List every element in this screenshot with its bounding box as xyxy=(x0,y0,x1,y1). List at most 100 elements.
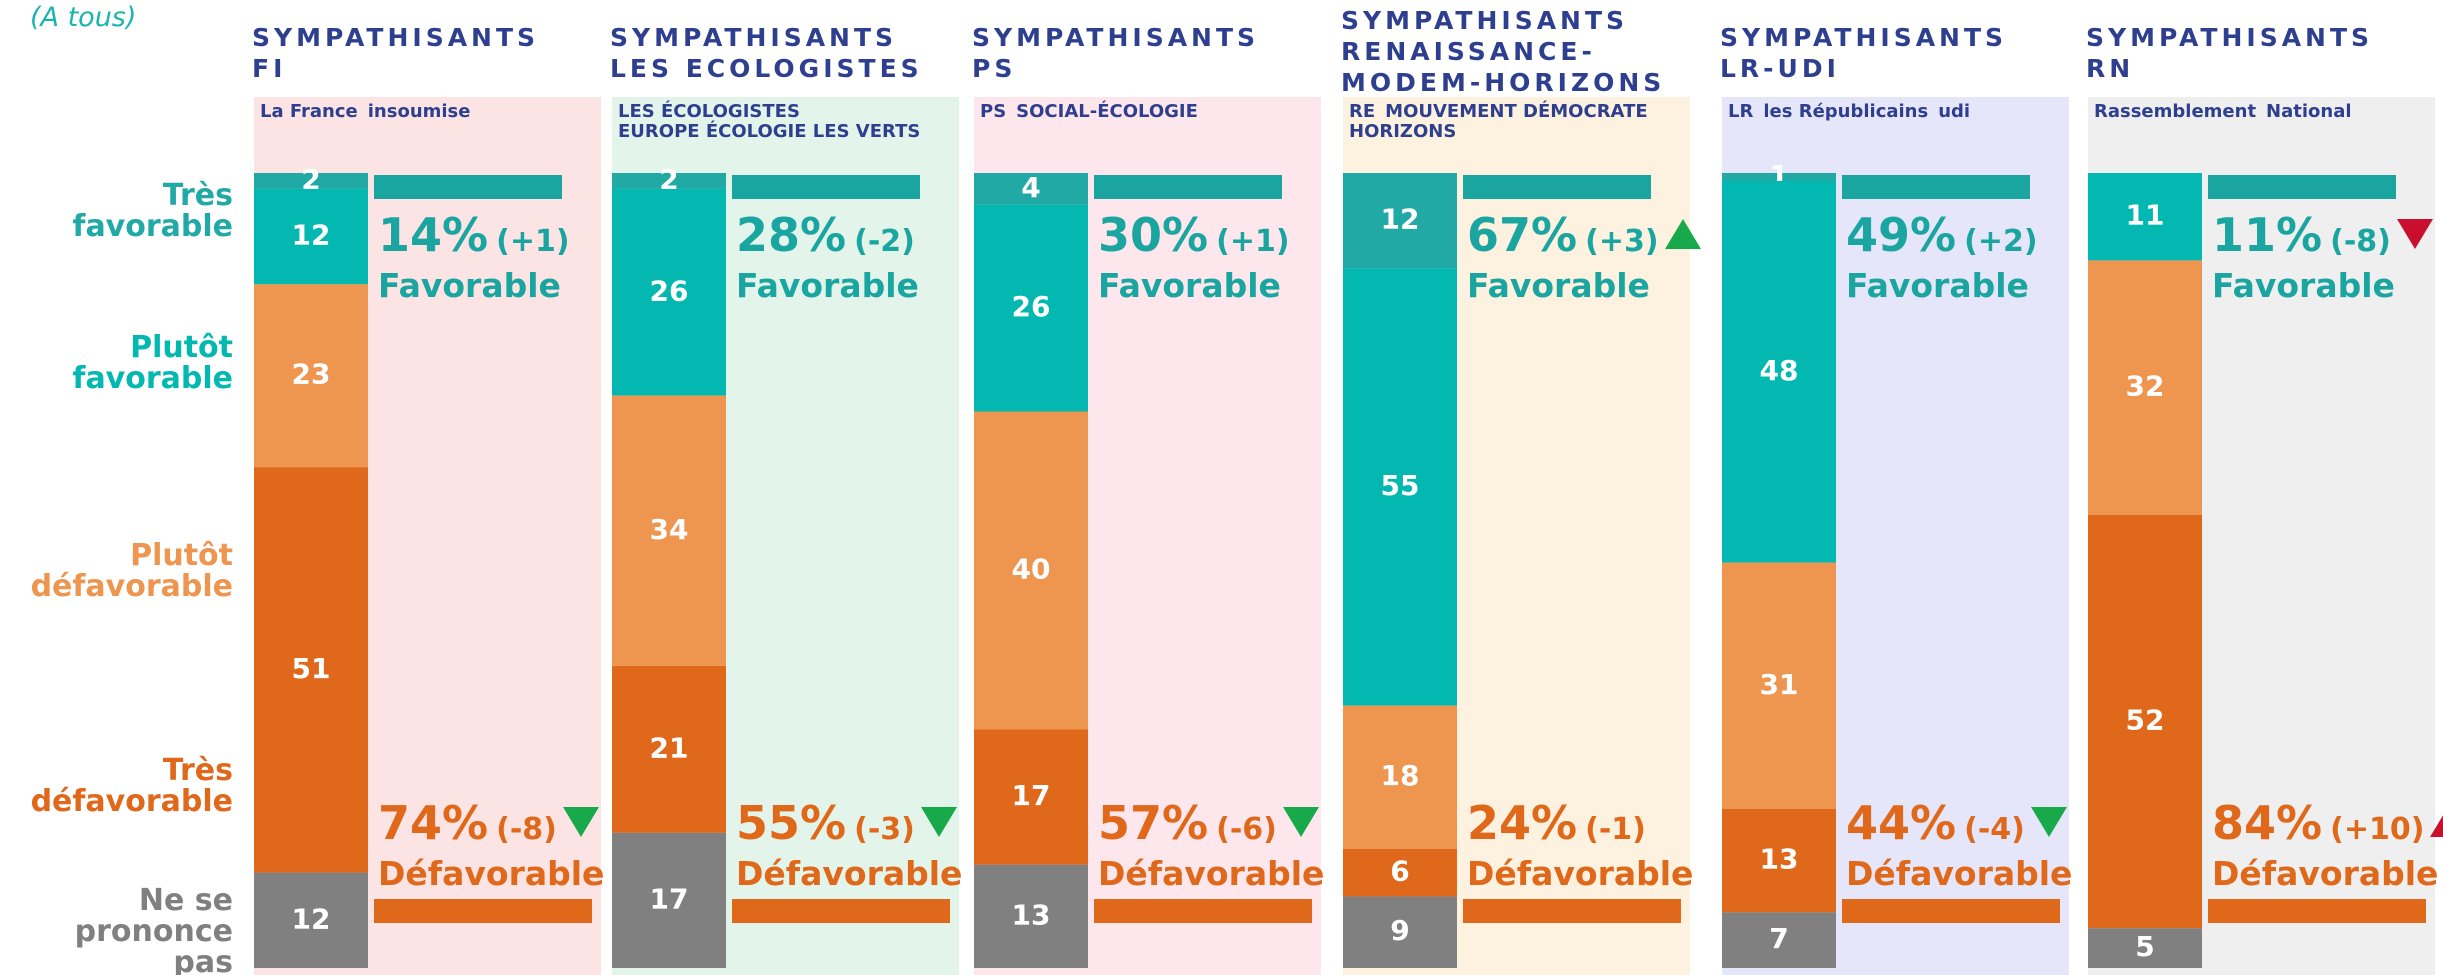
trend-arrow xyxy=(562,807,599,837)
legend-label: Plutôt favorable xyxy=(72,330,233,396)
bar-label: 26 xyxy=(650,274,689,307)
summary-label: Favorable xyxy=(1846,266,2029,305)
trend-arrow xyxy=(1664,219,1701,249)
summary-label: Favorable xyxy=(378,266,561,305)
summary-change: (+1) xyxy=(496,224,570,259)
arrow-shape xyxy=(1664,219,1701,249)
summary-percent: 67% xyxy=(1467,208,1578,262)
summary-value: 84% (+10) xyxy=(2212,796,2443,850)
summary-percent: 28% xyxy=(736,208,847,262)
arrow-shape xyxy=(920,807,957,837)
arrow-shape xyxy=(1282,807,1319,837)
summary-percent: 74% xyxy=(378,796,489,850)
summary-value: 67% (+3) xyxy=(1467,208,1703,262)
summary-value: 28% (-2) xyxy=(736,208,915,262)
trend-arrow xyxy=(2030,807,2067,837)
bar-segment xyxy=(2088,928,2202,968)
summary-value: 57% (-6) xyxy=(1098,796,1321,850)
logo-text: National xyxy=(2266,101,2352,122)
summary-change: (+2) xyxy=(1964,224,2038,259)
summary-label: Favorable xyxy=(736,266,919,305)
bar-label: 17 xyxy=(650,882,689,915)
summary-bar xyxy=(1094,899,1312,923)
summary-bar xyxy=(1842,899,2060,923)
logo-text: MOUVEMENT DÉMOCRATE xyxy=(1385,101,1648,122)
arrow-shape xyxy=(2396,219,2433,249)
bar-label: 18 xyxy=(1381,759,1420,792)
logo-text: La France xyxy=(260,101,358,122)
legend-label: Très favorable xyxy=(72,178,233,244)
panel-title: SYMPATHISANTS xyxy=(2086,23,2374,52)
logo: RE MOUVEMENT DÉMOCRATEHORIZONS xyxy=(1349,102,1676,142)
summary-change: (+1) xyxy=(1216,224,1290,259)
summary-change: (-3) xyxy=(854,812,915,847)
bar-label: 32 xyxy=(2126,370,2165,403)
summary-change: (-6) xyxy=(1216,812,1277,847)
summary-percent: 24% xyxy=(1467,796,1578,850)
bar-label: 2 xyxy=(301,163,320,196)
summary-change: (-2) xyxy=(854,224,915,259)
summary-label: Défavorable xyxy=(1098,854,1325,893)
bar-label: 12 xyxy=(292,219,331,252)
bar-segment xyxy=(254,284,368,468)
summary-value: 49% (+2) xyxy=(1846,208,2038,262)
panel-title: MODEM-HORIZONS xyxy=(1341,68,1666,97)
trend-arrow xyxy=(1282,807,1319,837)
summary-label: Défavorable xyxy=(2212,854,2439,893)
bar-label: 40 xyxy=(1012,553,1051,586)
panel-title: RN xyxy=(2086,54,2135,83)
bar-label: 13 xyxy=(1012,898,1051,931)
bar-segment xyxy=(254,188,368,285)
summary-value: 30% (+1) xyxy=(1098,208,1290,262)
bar-label: 34 xyxy=(650,513,689,546)
bar-label: 26 xyxy=(1012,290,1051,323)
panel-title: SYMPATHISANTS xyxy=(1341,6,1629,35)
bar-label: 13 xyxy=(1760,843,1799,876)
logo-text: PS xyxy=(980,101,1007,122)
summary-bar xyxy=(1463,899,1681,923)
bar-segment xyxy=(254,872,368,968)
summary-bar xyxy=(374,899,592,923)
panel-title: SYMPATHISANTS xyxy=(252,23,540,52)
logo-text: HORIZONS xyxy=(1349,121,1457,142)
bar-segment xyxy=(1343,705,1457,849)
panel-title: FI xyxy=(252,54,287,83)
bar-label: 31 xyxy=(1760,668,1799,701)
summary-label: Défavorable xyxy=(378,854,605,893)
summary-percent: 14% xyxy=(378,208,489,262)
summary-change: (-8) xyxy=(2330,224,2391,259)
logo-text: les Républicains xyxy=(1763,101,1929,122)
summary-value: 74% (-8) xyxy=(378,796,601,850)
legend-label: Plutôt défavorable xyxy=(30,538,233,604)
arrow-shape xyxy=(2030,807,2067,837)
panel-title: LR-UDI xyxy=(1720,54,1840,83)
subtitle: (A tous) xyxy=(30,2,137,33)
panel-title: SYMPATHISANTS xyxy=(1720,23,2008,52)
bar-segment xyxy=(1722,180,1836,563)
logo-text: LR xyxy=(1728,101,1754,122)
summary-percent: 44% xyxy=(1846,796,1957,850)
logo: LR les Républicains udi xyxy=(1728,102,2055,122)
summary-percent: 55% xyxy=(736,796,847,850)
logo-text: EUROPE ÉCOLOGIE LES VERTS xyxy=(618,121,921,142)
legend-label: Ne se prononce pas xyxy=(74,883,233,975)
bar-segment xyxy=(1343,848,1457,897)
bar-segment xyxy=(1343,896,1457,968)
bar-label: 5 xyxy=(2135,930,2154,963)
logo-text: LES ÉCOLOGISTES xyxy=(618,101,800,122)
bar-label: 55 xyxy=(1381,469,1420,502)
logo: LES ÉCOLOGISTESEUROPE ÉCOLOGIE LES VERTS xyxy=(618,102,945,142)
bar-label: 6 xyxy=(1390,855,1409,888)
bar-segment xyxy=(612,188,726,396)
bar-segment xyxy=(2088,260,2202,515)
bar-label: 17 xyxy=(1012,779,1051,812)
arrow-shape xyxy=(2430,816,2443,837)
summary-label: Défavorable xyxy=(1846,854,2073,893)
summary-change: (+3) xyxy=(1585,224,1659,259)
summary-change: (-4) xyxy=(1964,812,2025,847)
trend-arrow xyxy=(920,807,957,837)
summary-label: Favorable xyxy=(1098,266,1281,305)
summary-change: (-1) xyxy=(1585,812,1646,847)
panel-title: SYMPATHISANTS xyxy=(610,23,898,52)
bar-segment xyxy=(612,832,726,968)
